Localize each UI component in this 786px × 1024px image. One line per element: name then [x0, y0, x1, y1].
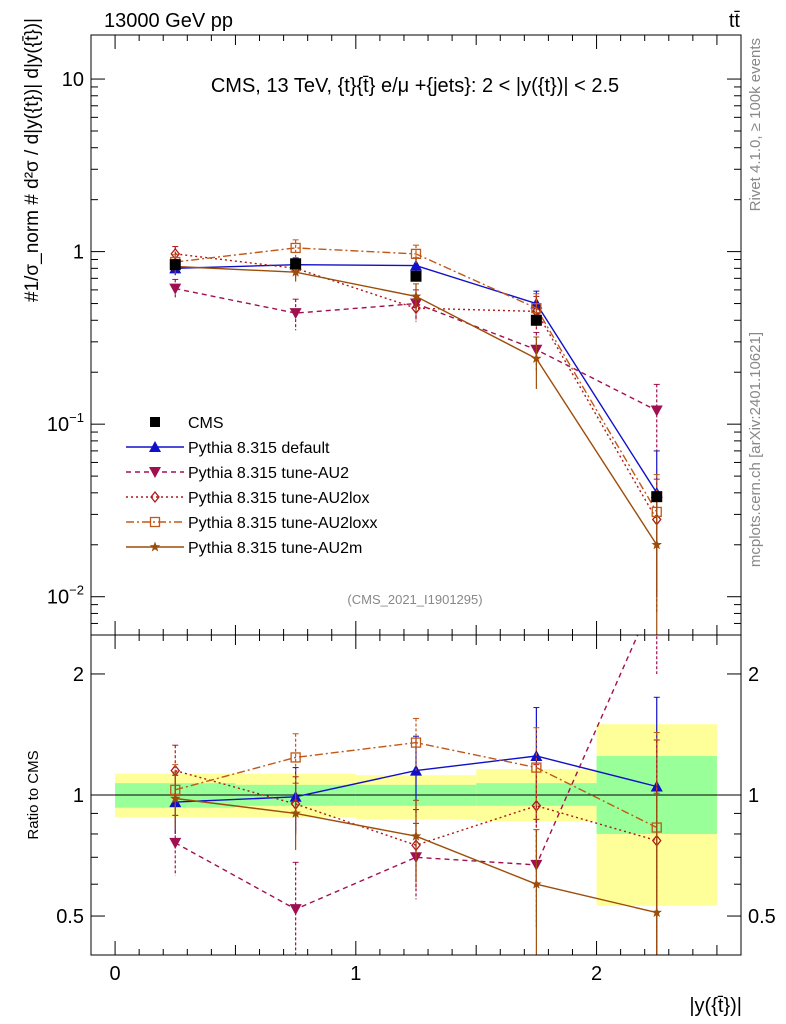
- ratio-series-line: [175, 769, 657, 846]
- ratio-y-tick-label: 0.5: [56, 906, 84, 928]
- legend-label: Pythia 8.315 tune-AU2loxx: [188, 515, 377, 532]
- x-tick-label: 0: [110, 963, 121, 985]
- main-data: [169, 239, 663, 635]
- ratio-series-line: [175, 741, 658, 829]
- legend-marker: [149, 516, 161, 528]
- ratio-point: [169, 837, 182, 849]
- ratio-point: [410, 737, 422, 748]
- series-point: [290, 266, 301, 277]
- series-line: [175, 253, 658, 520]
- data-point: [530, 314, 542, 326]
- ratio-y-tick-label-right: 2: [748, 664, 759, 686]
- ratio-point: [170, 793, 181, 803]
- series-point: [531, 303, 542, 314]
- legend-label: CMS: [188, 415, 224, 432]
- legend: CMS Pythia 8.315 default Pythia 8.315 tune…: [126, 415, 377, 557]
- y-tick-label: 10: [62, 69, 84, 91]
- data-point: [169, 259, 181, 271]
- legend-label: Pythia 8.315 tune-AU2lox: [188, 490, 369, 507]
- series-point: [289, 308, 302, 320]
- ratio-point: [531, 878, 542, 889]
- series-line: [175, 247, 658, 513]
- legend-label: Pythia 8.315 tune-AU2: [188, 465, 349, 482]
- series-point: [650, 405, 663, 417]
- main-panel: 10−2 10−1 1 10: [47, 35, 742, 636]
- legend-item: Pythia 8.315 tune-AU2loxx: [126, 515, 377, 532]
- series-point: [410, 248, 422, 260]
- legend-item: Pythia 8.315 tune-AU2: [126, 465, 349, 482]
- legend-marker: [149, 467, 161, 478]
- legend-label: Pythia 8.315 default: [188, 440, 330, 457]
- data-point: [410, 270, 422, 282]
- x-tick-label: 1: [350, 963, 361, 985]
- ratio-series-line: [174, 635, 639, 910]
- ratio-point: [290, 807, 301, 818]
- analysis-tag: (CMS_2021_I1901295): [347, 592, 482, 607]
- x-axis-title: |y({t̄})|: [689, 995, 742, 1017]
- data-point: [290, 258, 302, 270]
- legend-item-data: CMS: [150, 415, 224, 432]
- series-point: [170, 247, 181, 260]
- ratio-point: [410, 830, 422, 841]
- ratio-point: [531, 799, 542, 812]
- rivet-label: Rivet 4.1.0, ≥ 100k events: [747, 38, 764, 211]
- header-right: tt̄: [729, 10, 741, 32]
- data-point: [651, 491, 663, 503]
- legend-marker: [149, 441, 161, 452]
- series-point: [410, 259, 422, 271]
- legend-item: Pythia 8.315 tune-AU2m: [126, 540, 362, 557]
- legend-item: Pythia 8.315 default: [126, 440, 330, 457]
- series-point: [410, 290, 422, 301]
- series-point: [411, 302, 421, 315]
- legend-marker: [150, 490, 160, 504]
- legend-item: Pythia 8.315 tune-AU2lox: [126, 490, 369, 507]
- ratio-data: [169, 635, 663, 955]
- legend-marker: [150, 417, 160, 427]
- ratio-point: [290, 752, 301, 763]
- series-point: [651, 539, 662, 550]
- header-left: 13000 GeV pp: [104, 10, 233, 32]
- ratio-frame: [90, 634, 742, 956]
- ratio-panel: 0 1 2 0.5 0.5 1 1 2 2: [56, 635, 776, 985]
- y-tick-label: 10−2: [47, 583, 84, 609]
- y-tick-label: 1: [73, 242, 84, 264]
- mcplots-label: mcplots.cern.ch [arXiv:2401.10621]: [747, 332, 764, 567]
- x-tick-label: 2: [591, 963, 602, 985]
- legend-marker: [149, 541, 161, 552]
- ratio-point: [531, 762, 542, 773]
- ratio-point: [651, 907, 662, 918]
- ratio-y-axis-title: Ratio to CMS: [25, 750, 42, 839]
- y-axis-title: #1/σ_norm # d²σ / d|y({t})| d|y({t̄})|: [22, 18, 43, 302]
- series-point: [531, 353, 542, 363]
- ratio-y-tick-label-right: 0.5: [748, 906, 776, 928]
- series-point: [290, 242, 301, 254]
- ratio-point: [289, 904, 302, 916]
- series-point: [169, 283, 182, 295]
- ratio-y-tick-label: 1: [73, 785, 84, 807]
- plot-title: CMS, 13 TeV, {t}{t̄} e/μ +{jets}: 2 < |y…: [211, 75, 619, 97]
- ratio-y-tick-label-right: 1: [748, 785, 759, 807]
- legend-label: Pythia 8.315 tune-AU2m: [188, 540, 362, 557]
- ratio-y-tick-label: 2: [73, 664, 84, 686]
- y-tick-label: 10−1: [47, 410, 84, 436]
